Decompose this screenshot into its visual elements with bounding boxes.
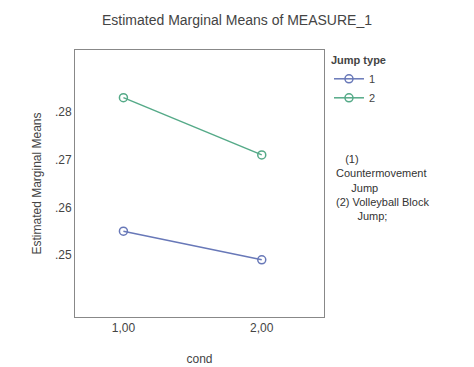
svg-text:1,00: 1,00 (112, 321, 136, 335)
svg-text:Estimated Marginal Means of ME: Estimated Marginal Means of MEASURE_1 (102, 12, 372, 28)
svg-text:Jump type: Jump type (331, 54, 386, 66)
svg-text:.26: .26 (55, 201, 72, 215)
svg-text:.25: .25 (55, 248, 72, 262)
svg-text:(1)Countermovement Jump(2): (1)Countermovement Jump(2) Volleyball Bl… (336, 153, 429, 222)
svg-text:2: 2 (369, 92, 375, 104)
svg-text:1: 1 (369, 73, 375, 85)
svg-text:Estimated Marginal Means: Estimated Marginal Means (30, 112, 44, 254)
svg-text:2,00: 2,00 (250, 321, 274, 335)
svg-text:.27: .27 (55, 153, 72, 167)
svg-text:.28: .28 (55, 105, 72, 119)
svg-text:cond: cond (186, 352, 212, 366)
